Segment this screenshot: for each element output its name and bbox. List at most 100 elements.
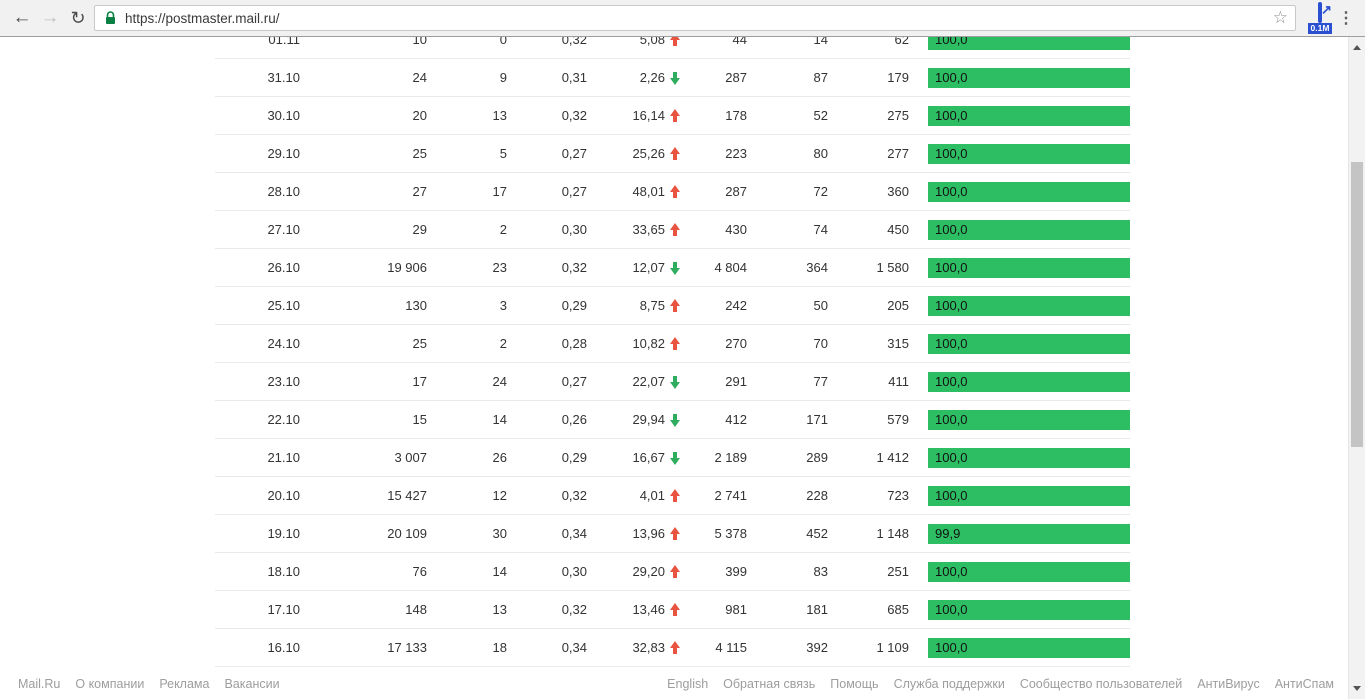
- back-button[interactable]: ←: [12, 7, 32, 28]
- row-col2: 10: [412, 37, 427, 47]
- row-col8: 179: [887, 70, 909, 85]
- trend-arrow-icon: [669, 108, 681, 123]
- table-row: 25.10 130 3 0,29 8,75 242 50 205 100,0: [215, 287, 1130, 325]
- trend-value: 48,01: [632, 184, 665, 199]
- percentage-bar: 100,0: [928, 447, 1130, 468]
- row-bar-cell: 100,0: [928, 561, 1130, 582]
- table-row: 21.10 3 007 26 0,29 16,67 2 189 289 1 41…: [215, 439, 1130, 477]
- row-col2: 20: [412, 108, 427, 123]
- percentage-bar: 100,0: [928, 295, 1130, 316]
- stats-table: 01.11 10 0 0,32 5,08 44 14 62 100,0 31.1…: [215, 37, 1130, 667]
- row-col4: 0,34: [561, 526, 587, 541]
- row-col3: 18: [492, 640, 507, 655]
- table-row: 20.10 15 427 12 0,32 4,01 2 741 228 723 …: [215, 477, 1130, 515]
- row-col4: 0,32: [561, 260, 587, 275]
- row-col4: 0,32: [561, 488, 587, 503]
- row-col7: 171: [806, 412, 828, 427]
- row-col2: 17: [412, 374, 427, 389]
- row-col6: 2 741: [714, 488, 747, 503]
- footer-link[interactable]: АнтиСпам: [1274, 676, 1334, 691]
- trend-value: 12,07: [632, 260, 665, 275]
- table-row: 17.10 148 13 0,32 13,46 981 181 685 100,…: [215, 591, 1130, 629]
- scrollbar-up-arrow-icon[interactable]: [1353, 45, 1361, 50]
- footer-link[interactable]: English: [667, 676, 709, 691]
- scrollbar-thumb[interactable]: [1351, 162, 1363, 447]
- percentage-bar: 100,0: [928, 485, 1130, 506]
- row-col3: 24: [492, 374, 507, 389]
- trend-value: 10,82: [632, 336, 665, 351]
- row-col2: 130: [405, 298, 427, 313]
- row-date: 20.10: [267, 488, 300, 503]
- forward-button[interactable]: →: [40, 7, 60, 28]
- row-bar-cell: 100,0: [928, 485, 1130, 506]
- row-col3: 13: [492, 108, 507, 123]
- row-bar-cell: 100,0: [928, 219, 1130, 240]
- row-date: 30.10: [267, 108, 300, 123]
- row-col6: 287: [725, 184, 747, 199]
- trend-value: 25,26: [632, 146, 665, 161]
- row-col2: 17 133: [387, 640, 427, 655]
- footer-link[interactable]: Реклама: [159, 676, 210, 691]
- row-col4: 0,26: [561, 412, 587, 427]
- row-col2: 76: [412, 564, 427, 579]
- row-trend: 4,01: [587, 488, 681, 503]
- trend-value: 8,75: [639, 298, 665, 313]
- row-col7: 52: [813, 108, 828, 123]
- browser-menu-button[interactable]: ⋮: [1338, 10, 1354, 27]
- row-trend: 16,67: [587, 450, 681, 465]
- footer-link[interactable]: Mail.Ru: [18, 676, 61, 691]
- table-row: 30.10 20 13 0,32 16,14 178 52 275 100,0: [215, 97, 1130, 135]
- row-col4: 0,27: [561, 374, 587, 389]
- percentage-bar: 100,0: [928, 257, 1130, 278]
- trend-arrow-icon: [669, 71, 681, 85]
- trend-arrow-icon: [669, 261, 681, 275]
- reload-button[interactable]: ↻: [70, 8, 86, 28]
- table-row: 22.10 15 14 0,26 29,94 412 171 579 100,0: [215, 401, 1130, 439]
- row-col3: 2: [499, 222, 507, 237]
- vertical-scrollbar[interactable]: [1348, 37, 1365, 699]
- footer-link[interactable]: Обратная связь: [723, 676, 816, 691]
- row-col3: 3: [499, 298, 507, 313]
- footer-link[interactable]: Вакансии: [224, 676, 280, 691]
- row-col3: 26: [492, 450, 507, 465]
- trend-arrow-icon: [669, 602, 681, 617]
- row-bar-cell: 100,0: [928, 143, 1130, 164]
- row-bar-cell: 100,0: [928, 181, 1130, 202]
- address-bar[interactable]: https://postmaster.mail.ru/ ☆: [94, 5, 1296, 31]
- row-col4: 0,27: [561, 184, 587, 199]
- row-col2: 29: [412, 222, 427, 237]
- table-row: 16.10 17 133 18 0,34 32,83 4 115 392 1 1…: [215, 629, 1130, 667]
- row-col3: 14: [492, 564, 507, 579]
- row-col3: 30: [492, 526, 507, 541]
- row-col6: 287: [725, 70, 747, 85]
- row-col4: 0,30: [561, 222, 587, 237]
- row-date: 18.10: [267, 564, 300, 579]
- bookmark-star-icon[interactable]: ☆: [1272, 8, 1288, 27]
- scrollbar-down-arrow-icon[interactable]: [1353, 686, 1361, 691]
- row-col7: 50: [813, 298, 828, 313]
- row-col6: 270: [725, 336, 747, 351]
- row-col7: 83: [813, 564, 828, 579]
- row-col7: 74: [813, 222, 828, 237]
- trend-value: 33,65: [632, 222, 665, 237]
- footer-link[interactable]: О компании: [75, 676, 145, 691]
- row-col8: 450: [887, 222, 909, 237]
- row-col3: 2: [499, 336, 507, 351]
- row-col6: 242: [725, 298, 747, 313]
- extension-badge: 0.1M: [1308, 23, 1332, 34]
- trend-arrow-icon: [669, 184, 681, 199]
- row-col6: 178: [725, 108, 747, 123]
- extension-counter-button[interactable]: ↗ 0.1M: [1308, 2, 1332, 34]
- footer-link[interactable]: Служба поддержки: [893, 676, 1005, 691]
- row-col6: 44: [732, 37, 747, 47]
- footer-link[interactable]: АнтиВирус: [1197, 676, 1260, 691]
- row-col6: 4 804: [714, 260, 747, 275]
- footer-link[interactable]: Сообщество пользователей: [1019, 676, 1183, 691]
- row-col4: 0,27: [561, 146, 587, 161]
- row-col7: 70: [813, 336, 828, 351]
- footer-link[interactable]: Помощь: [830, 676, 879, 691]
- row-date: 29.10: [267, 146, 300, 161]
- row-col8: 1 412: [876, 450, 909, 465]
- url-text: https://postmaster.mail.ru/: [125, 10, 280, 26]
- row-date: 26.10: [267, 260, 300, 275]
